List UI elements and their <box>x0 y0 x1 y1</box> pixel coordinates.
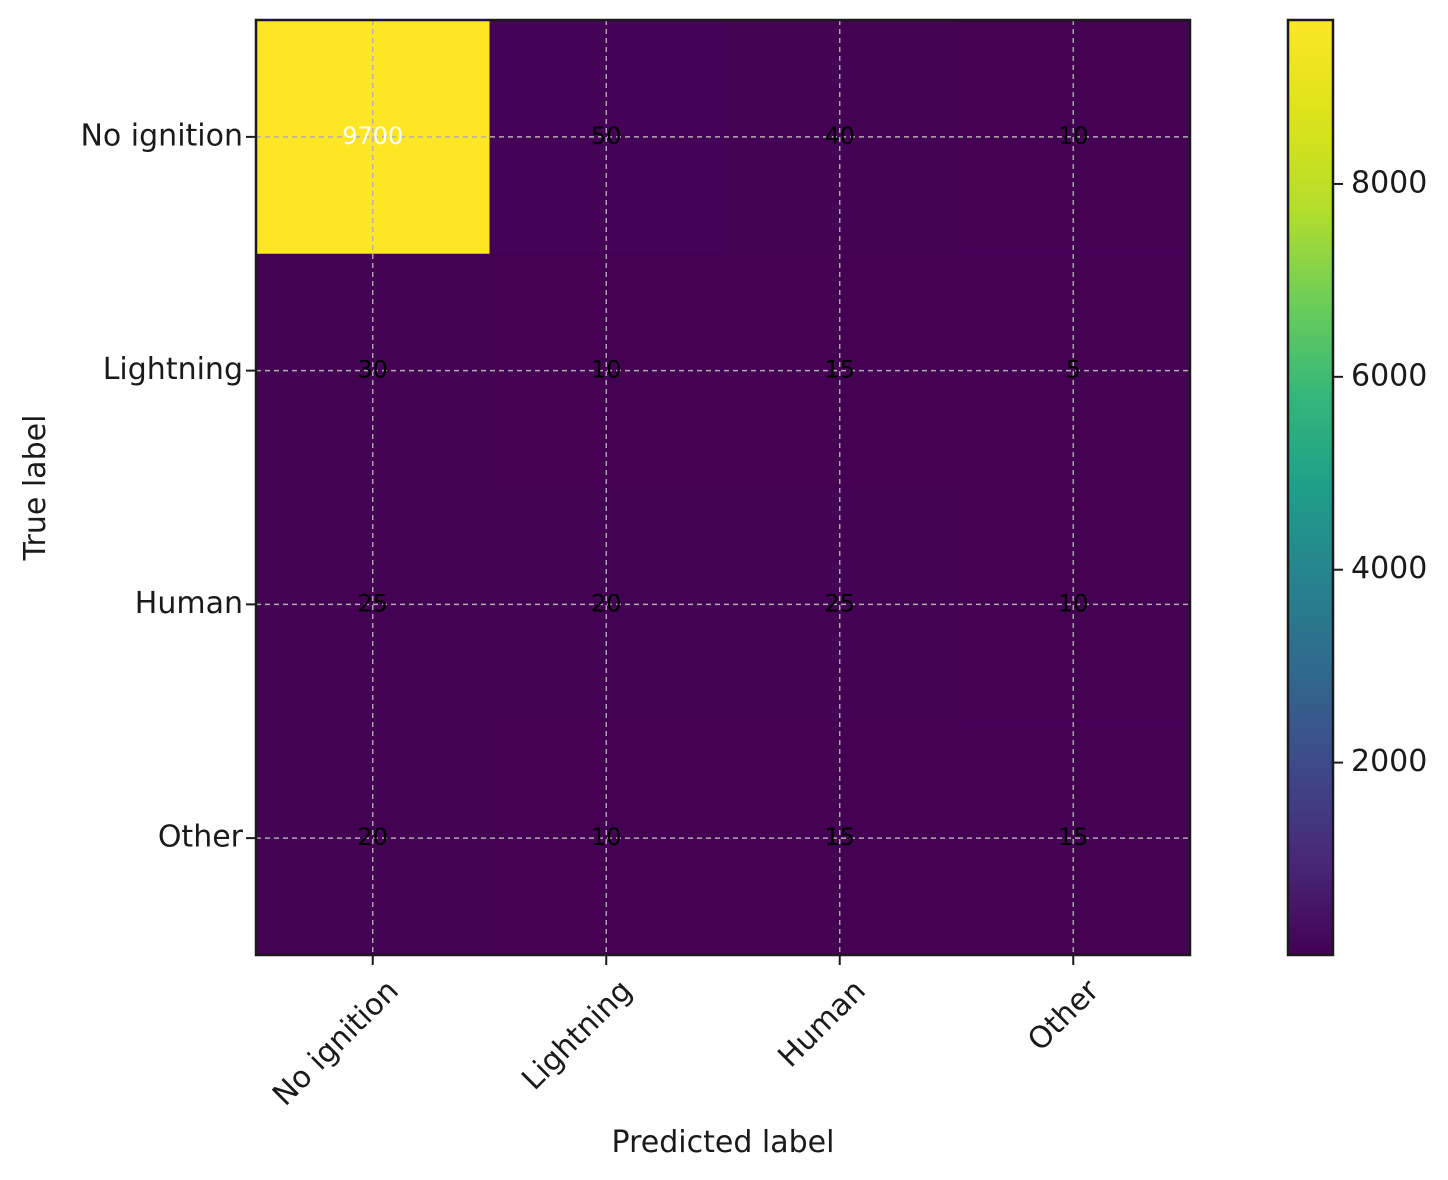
y-tick-label: Other <box>158 820 244 855</box>
y-axis-ticks: No ignition Lightning Human Other <box>80 118 256 855</box>
cell-value-label: 25 <box>357 589 388 617</box>
cell-value-label: 5 <box>1066 356 1081 384</box>
plot-frame <box>254 18 1192 957</box>
grid-lines <box>256 20 1190 955</box>
y-tick-label: No ignition <box>80 118 243 153</box>
cell-value-label: 15 <box>824 356 855 384</box>
x-tick-label: Lightning <box>515 973 639 1097</box>
cell-value-label: 10 <box>591 823 622 851</box>
y-axis-title: True label <box>18 415 53 562</box>
cell-value-label: 20 <box>357 823 388 851</box>
cell-value-label: 10 <box>1058 589 1089 617</box>
cell-value-label: 40 <box>824 122 855 150</box>
y-tick-label: Human <box>135 586 243 621</box>
cell-value-label: 25 <box>824 589 855 617</box>
colorbar-tick-label: 4000 <box>1351 551 1427 586</box>
cell-value-label: 50 <box>591 122 622 150</box>
colorbar-tick-label: 8000 <box>1351 165 1427 200</box>
x-tick-label: No ignition <box>266 973 406 1113</box>
cell-value-labels: 9700 50 40 10 30 10 15 5 25 20 25 10 20 10 15 15 <box>342 122 1088 851</box>
x-tick-label: Human <box>771 973 872 1074</box>
cell-value-label: 20 <box>591 589 622 617</box>
cell-value-label: 15 <box>1058 823 1089 851</box>
cell-value-label: 10 <box>591 356 622 384</box>
colorbar <box>1286 18 1335 957</box>
cell-value-label: 10 <box>1058 122 1089 150</box>
cell-value-label: 30 <box>357 356 388 384</box>
x-tick-label: Other <box>1021 973 1106 1058</box>
cell-value-label: 15 <box>824 823 855 851</box>
cell-value-label: 9700 <box>342 122 403 150</box>
colorbar-ticks: 2000 4000 6000 8000 <box>1333 165 1427 779</box>
x-axis-ticks: No ignition Lightning Human Other <box>266 955 1107 1113</box>
x-axis-title: Predicted label <box>612 1125 835 1160</box>
y-tick-label: Lightning <box>103 352 243 387</box>
colorbar-tick-label: 6000 <box>1351 358 1427 393</box>
colorbar-tick-label: 2000 <box>1351 744 1427 779</box>
heatmap-cells <box>256 20 1191 956</box>
